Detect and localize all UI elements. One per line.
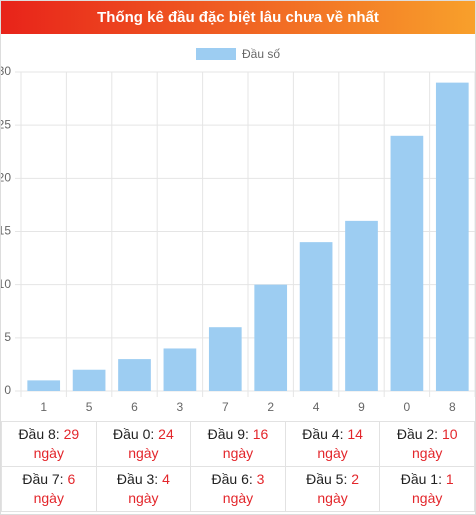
cell-value: 14 bbox=[347, 426, 363, 442]
table-row: Đầu 7: 6 ngày Đầu 3: 4 ngày Đầu 6: 3 ngày Đầu … bbox=[1, 466, 475, 512]
y-tick-label: 10 bbox=[1, 277, 11, 291]
table-row: Đầu 8: 29 ngày Đầu 0: 24 ngày Đầu 9: 16 ngày Đ… bbox=[1, 421, 475, 467]
cell-label: Đầu 4: bbox=[302, 426, 344, 442]
cell-value: 6 bbox=[67, 471, 76, 487]
cell-label: Đầu 5: bbox=[306, 471, 348, 487]
cell-unit: ngày bbox=[412, 490, 443, 506]
bar bbox=[118, 359, 151, 391]
cell-unit: ngày bbox=[317, 490, 348, 506]
bar bbox=[390, 135, 424, 391]
x-tick-label: 6 bbox=[131, 400, 138, 414]
x-tick-label: 0 bbox=[404, 400, 411, 414]
cell-unit: ngày bbox=[222, 445, 254, 461]
y-tick-label: 5 bbox=[4, 330, 11, 344]
chart: Đầu số0510152025301563724908 bbox=[1, 47, 475, 414]
y-tick-label: 15 bbox=[1, 224, 11, 238]
x-tick-label: 3 bbox=[177, 400, 184, 414]
cell-value: 1 bbox=[445, 471, 454, 487]
table-cell: Đầu 9: 16 ngày bbox=[190, 421, 286, 467]
cell-value: 2 bbox=[351, 471, 360, 487]
cell-unit: ngày bbox=[412, 445, 443, 461]
cell-label: Đầu 2: bbox=[396, 426, 439, 442]
header-title: Thống kê đầu đặc biệt lâu chưa về nhất bbox=[1, 1, 475, 34]
cell-label: Đầu 6: bbox=[211, 471, 253, 487]
cell-label: Đầu 3: bbox=[116, 471, 159, 487]
cell-label: Đầu 8: bbox=[18, 426, 60, 442]
cell-unit: ngày bbox=[128, 490, 159, 506]
cell-unit: ngày bbox=[222, 490, 254, 506]
cell-value: 3 bbox=[256, 471, 265, 487]
summary-table: Đầu 8: 29 ngày Đầu 0: 24 ngày Đầu 9: 16 ngày Đ… bbox=[1, 421, 475, 512]
table-cell: Đầu 3: 4 ngày bbox=[95, 466, 192, 512]
y-tick-label: 30 bbox=[1, 64, 11, 78]
table-cell: Đầu 2: 10 ngày bbox=[379, 421, 475, 467]
bar bbox=[435, 82, 469, 391]
y-tick-label: 0 bbox=[4, 383, 11, 397]
x-tick-label: 9 bbox=[358, 400, 365, 414]
table-cell: Đầu 8: 29 ngày bbox=[1, 421, 97, 467]
x-tick-label: 4 bbox=[313, 400, 320, 414]
cell-value: 10 bbox=[441, 426, 458, 442]
table-cell: Đầu 5: 2 ngày bbox=[284, 466, 381, 512]
cell-value: 29 bbox=[63, 426, 80, 442]
table-cell: Đầu 7: 6 ngày bbox=[1, 466, 97, 512]
table-cell: Đầu 0: 24 ngày bbox=[95, 421, 192, 467]
bar bbox=[27, 380, 61, 391]
cell-value: 16 bbox=[252, 426, 269, 442]
bar bbox=[72, 369, 106, 391]
cell-label: Đầu 1: bbox=[400, 471, 442, 487]
bar bbox=[254, 284, 288, 391]
y-tick-label: 20 bbox=[1, 171, 11, 185]
x-tick-label: 7 bbox=[222, 400, 229, 414]
x-tick-label: 8 bbox=[449, 400, 456, 414]
cell-unit: ngày bbox=[128, 445, 159, 461]
cell-unit: ngày bbox=[33, 445, 64, 461]
x-tick-label: 2 bbox=[267, 400, 274, 414]
bar bbox=[208, 327, 242, 391]
cell-unit: ngày bbox=[317, 445, 348, 461]
table-cell: Đầu 6: 3 ngày bbox=[190, 466, 286, 512]
bar bbox=[299, 242, 333, 391]
cell-value: 24 bbox=[158, 426, 174, 442]
legend-label: Đầu số bbox=[242, 47, 280, 61]
x-tick-label: 5 bbox=[86, 400, 93, 414]
cell-unit: ngày bbox=[33, 490, 64, 506]
table-cell: Đầu 1: 1 ngày bbox=[379, 466, 475, 512]
cell-value: 4 bbox=[162, 471, 170, 487]
x-tick-label: 1 bbox=[40, 400, 47, 414]
legend-swatch bbox=[196, 48, 236, 60]
cell-label: Đầu 7: bbox=[22, 471, 64, 487]
bar bbox=[345, 220, 378, 391]
cell-label: Đầu 0: bbox=[113, 426, 155, 442]
bar bbox=[163, 348, 197, 391]
y-tick-label: 25 bbox=[1, 117, 11, 131]
cell-label: Đầu 9: bbox=[207, 426, 249, 442]
table-cell: Đầu 4: 14 ngày bbox=[284, 421, 381, 467]
